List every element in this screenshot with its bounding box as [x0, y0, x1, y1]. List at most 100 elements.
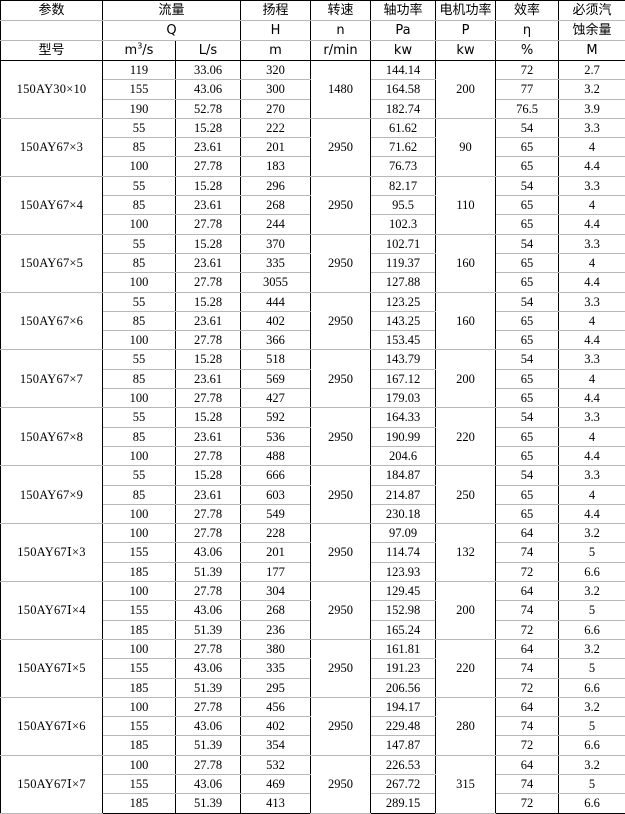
efficiency-cell: 65	[496, 504, 559, 523]
npsh-cell: 3.2	[559, 755, 625, 774]
motor-power-cell: 220	[436, 639, 496, 697]
head-cell: 469	[241, 774, 311, 793]
flow-m3s-cell: 100	[103, 582, 176, 601]
efficiency-cell: 74	[496, 717, 559, 736]
model-name-cell: 150AY67Ⅰ×6	[1, 697, 103, 755]
npsh-cell: 3.3	[559, 466, 625, 485]
efficiency-cell: 72	[496, 736, 559, 755]
npsh-cell: 3.3	[559, 350, 625, 369]
flow-m3s-cell: 100	[103, 639, 176, 658]
flow-m3s-cell: 100	[103, 215, 176, 234]
flow-m3s-cell: 155	[103, 80, 176, 99]
model-name-cell: 150AY67×3	[1, 118, 103, 176]
flow-ls-cell: 15.28	[176, 408, 241, 427]
shaft-power-cell: 119.37	[371, 253, 436, 272]
head-cell: 244	[241, 215, 311, 234]
flow-m3s-cell: 100	[103, 504, 176, 523]
flow-m3s-cell: 119	[103, 61, 176, 80]
shaft-power-cell: 129.45	[371, 582, 436, 601]
flow-ls-cell: 51.39	[176, 620, 241, 639]
shaft-power-cell: 76.73	[371, 157, 436, 176]
efficiency-cell: 64	[496, 524, 559, 543]
shaft-power-cell: 102.71	[371, 234, 436, 253]
header-unit-5: kw	[371, 41, 436, 61]
flow-m3s-cell: 85	[103, 485, 176, 504]
header-unit-3: m	[241, 41, 311, 61]
flow-ls-cell: 15.28	[176, 466, 241, 485]
npsh-cell: 3.3	[559, 176, 625, 195]
header-row-names: 参数流量扬程转速轴功率电机功率效率必须汽	[1, 1, 625, 21]
shaft-power-cell: 190.99	[371, 427, 436, 446]
flow-ls-cell: 15.28	[176, 350, 241, 369]
shaft-power-cell: 161.81	[371, 639, 436, 658]
flow-m3s-cell: 55	[103, 466, 176, 485]
npsh-cell: 4.4	[559, 389, 625, 408]
header-unit-8: M	[559, 41, 625, 61]
flow-ls-cell: 27.78	[176, 639, 241, 658]
efficiency-cell: 65	[496, 138, 559, 157]
model-name-cell: 150AY67×9	[1, 466, 103, 524]
head-cell: 335	[241, 253, 311, 272]
model-name-cell: 150AY67×7	[1, 350, 103, 408]
flow-m3s-cell: 185	[103, 562, 176, 581]
shaft-power-cell: 82.17	[371, 176, 436, 195]
flow-m3s-cell: 100	[103, 755, 176, 774]
flow-m3s-cell: 155	[103, 543, 176, 562]
flow-ls-cell: 27.78	[176, 524, 241, 543]
header-group-7-symbol: 蚀余量	[559, 21, 625, 41]
flow-m3s-cell: 85	[103, 196, 176, 215]
speed-cell: 2950	[311, 582, 371, 640]
head-cell: 177	[241, 562, 311, 581]
head-cell: 518	[241, 350, 311, 369]
flow-ls-cell: 23.61	[176, 427, 241, 446]
flow-m3s-cell: 85	[103, 311, 176, 330]
model-corner-label: 型号	[1, 41, 103, 61]
npsh-cell: 3.3	[559, 408, 625, 427]
efficiency-cell: 76.5	[496, 99, 559, 118]
flow-ls-cell: 27.78	[176, 389, 241, 408]
flow-ls-cell: 27.78	[176, 697, 241, 716]
npsh-cell: 5	[559, 543, 625, 562]
head-cell: 3055	[241, 273, 311, 292]
flow-ls-cell: 43.06	[176, 717, 241, 736]
motor-power-cell: 315	[436, 755, 496, 813]
efficiency-cell: 54	[496, 408, 559, 427]
shaft-power-cell: 123.93	[371, 562, 436, 581]
shaft-power-cell: 229.48	[371, 717, 436, 736]
flow-ls-cell: 15.28	[176, 292, 241, 311]
head-cell: 295	[241, 678, 311, 697]
flow-ls-cell: 51.39	[176, 736, 241, 755]
flow-m3s-cell: 55	[103, 234, 176, 253]
flow-m3s-cell: 55	[103, 118, 176, 137]
efficiency-cell: 72	[496, 562, 559, 581]
head-cell: 380	[241, 639, 311, 658]
flow-ls-cell: 27.78	[176, 273, 241, 292]
flow-ls-cell: 23.61	[176, 311, 241, 330]
header-unit-2: L/s	[176, 41, 241, 61]
npsh-cell: 2.7	[559, 61, 625, 80]
header-group-5-name: 电机功率	[436, 1, 496, 21]
efficiency-cell: 65	[496, 273, 559, 292]
npsh-cell: 4	[559, 427, 625, 446]
npsh-cell: 5	[559, 774, 625, 793]
flow-m3s-cell: 100	[103, 446, 176, 465]
npsh-cell: 4.4	[559, 331, 625, 350]
efficiency-cell: 65	[496, 369, 559, 388]
header-unit-7: %	[496, 41, 559, 61]
flow-ls-cell: 27.78	[176, 582, 241, 601]
corner-blank	[1, 21, 103, 41]
shaft-power-cell: 204.6	[371, 446, 436, 465]
flow-ls-cell: 15.28	[176, 234, 241, 253]
npsh-cell: 4.4	[559, 157, 625, 176]
motor-power-cell: 200	[436, 350, 496, 408]
npsh-cell: 4	[559, 369, 625, 388]
flow-ls-cell: 23.61	[176, 253, 241, 272]
npsh-cell: 4	[559, 253, 625, 272]
flow-ls-cell: 23.61	[176, 196, 241, 215]
npsh-cell: 3.2	[559, 639, 625, 658]
head-cell: 335	[241, 659, 311, 678]
shaft-power-cell: 153.45	[371, 331, 436, 350]
